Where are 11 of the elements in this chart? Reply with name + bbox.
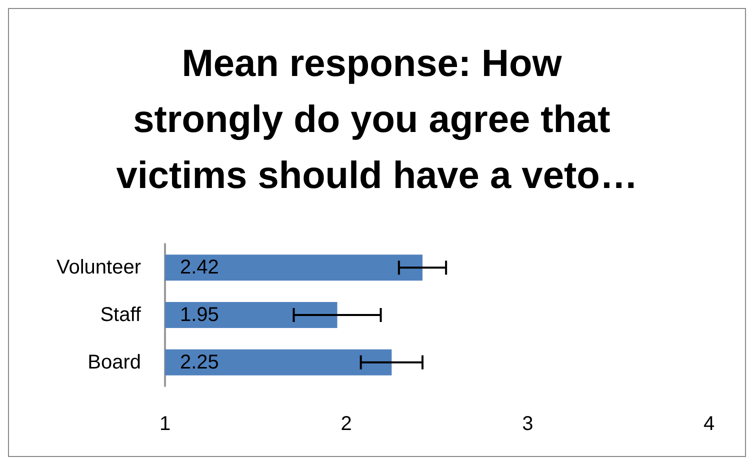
y-tick-label: Board [88,351,141,374]
x-tick-label: 4 [703,413,715,435]
data-label: 2.42 [180,256,219,279]
x-tick-label: 1 [159,413,171,435]
x-tick-label: 3 [522,413,534,435]
y-tick-label: Staff [100,304,142,326]
chart-title: Mean response: How strongly do you agree that victims should have a veto… [116,43,638,197]
y-tick-label: Volunteer [56,256,142,279]
data-label: 2.25 [180,351,219,374]
x-tick-label: 2 [340,413,352,435]
data-label: 1.95 [180,304,219,326]
